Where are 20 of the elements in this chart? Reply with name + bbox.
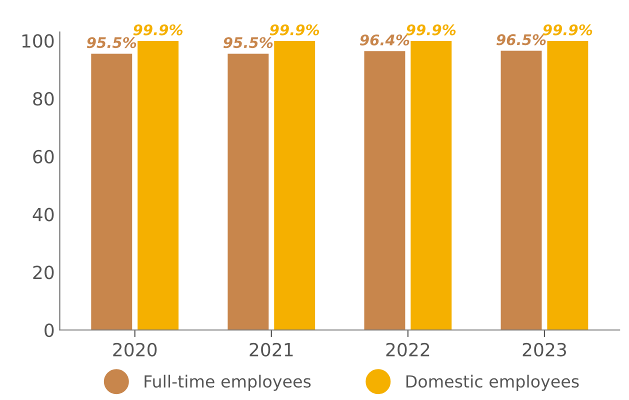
data-label: 95.5%	[86, 37, 136, 48]
legend-label: Full-time employees	[144, 374, 311, 391]
data-label: 96.5%	[496, 34, 546, 46]
y-tick-label: 100	[22, 34, 54, 48]
y-tick-label: 0	[44, 323, 54, 338]
data-label: 99.9%	[406, 24, 456, 36]
y-tick-label: 60	[33, 150, 54, 164]
x-tick-label: 2023	[522, 342, 566, 356]
data-label: 99.9%	[133, 24, 183, 36]
x-tick-label: 2022	[386, 342, 430, 356]
x-tick-label: 2021	[250, 342, 293, 356]
y-tick-label: 80	[33, 92, 54, 106]
data-label: 99.9%	[542, 24, 592, 36]
y-tick-label: 20	[33, 266, 54, 280]
data-label: 99.9%	[270, 24, 320, 36]
data-label: 96.4%	[360, 34, 410, 46]
data-label: 95.5%	[223, 37, 273, 48]
legend-label: Domestic employees	[406, 374, 579, 391]
x-tick-label: 2020	[113, 342, 157, 356]
y-tick-label: 40	[32, 208, 54, 222]
